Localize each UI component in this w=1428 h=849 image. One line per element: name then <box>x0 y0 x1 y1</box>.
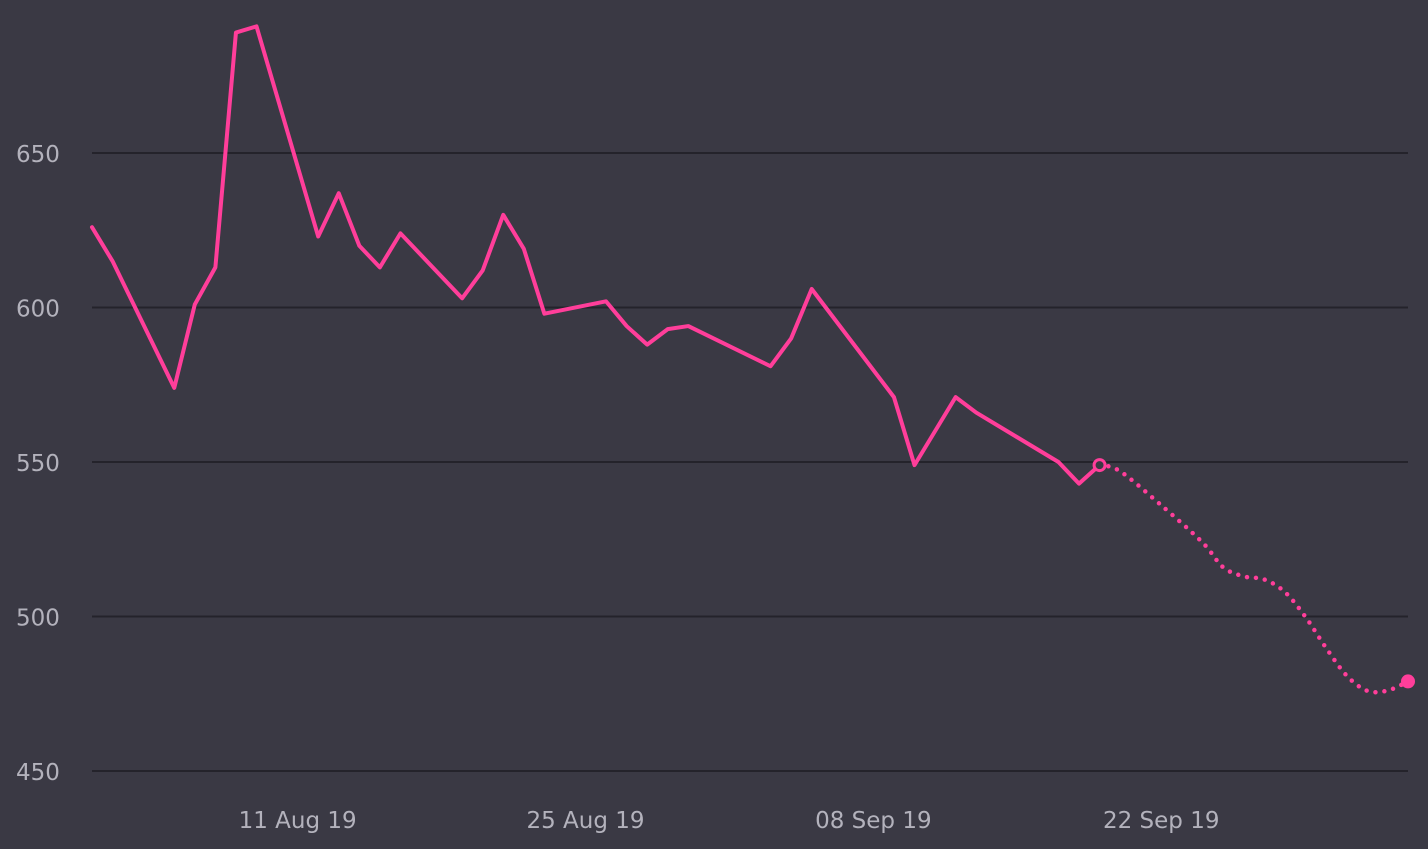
y-tick-label: 450 <box>16 760 60 786</box>
y-tick-label: 550 <box>16 451 60 477</box>
y-axis-ticks: 450 500 550 600 650 <box>16 142 60 786</box>
x-axis-ticks: 11 Aug 19 25 Aug 19 08 Sep 19 22 Sep 19 <box>239 808 1220 834</box>
x-tick-label: 25 Aug 19 <box>526 808 644 834</box>
series-markers <box>1092 458 1415 689</box>
end-point-marker <box>1401 674 1415 689</box>
series-line-solid <box>90 24 1102 486</box>
y-tick-label: 650 <box>16 142 60 168</box>
split-point-marker <box>1092 458 1107 473</box>
gridlines <box>92 152 1408 772</box>
series-lines <box>90 24 1411 695</box>
x-tick-label: 08 Sep 19 <box>815 808 932 834</box>
series-line-dotted <box>1097 462 1411 695</box>
y-tick-label: 600 <box>16 297 60 323</box>
y-tick-label: 500 <box>16 606 60 632</box>
x-tick-label: 22 Sep 19 <box>1103 808 1220 834</box>
x-tick-label: 11 Aug 19 <box>239 808 357 834</box>
